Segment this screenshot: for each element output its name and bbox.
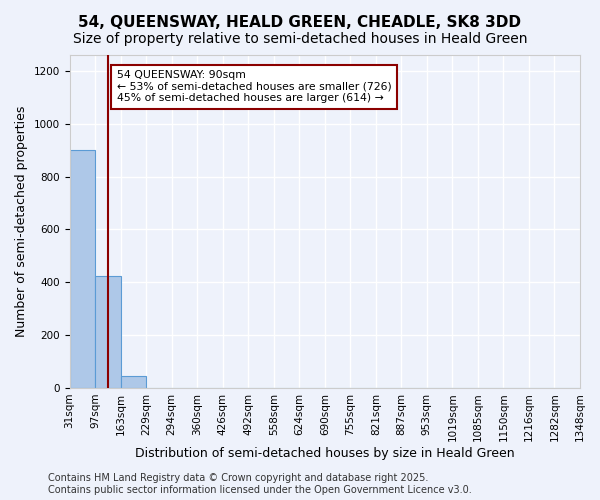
Bar [121, 376, 146, 388]
Bar [95, 276, 121, 388]
Y-axis label: Number of semi-detached properties: Number of semi-detached properties [15, 106, 28, 337]
Text: Size of property relative to semi-detached houses in Heald Green: Size of property relative to semi-detach… [73, 32, 527, 46]
Text: 54 QUEENSWAY: 90sqm
← 53% of semi-detached houses are smaller (726)
45% of semi-: 54 QUEENSWAY: 90sqm ← 53% of semi-detach… [117, 70, 391, 103]
Text: Contains HM Land Registry data © Crown copyright and database right 2025.
Contai: Contains HM Land Registry data © Crown c… [48, 474, 472, 495]
X-axis label: Distribution of semi-detached houses by size in Heald Green: Distribution of semi-detached houses by … [135, 447, 515, 460]
Bar [70, 150, 95, 388]
Text: 54, QUEENSWAY, HEALD GREEN, CHEADLE, SK8 3DD: 54, QUEENSWAY, HEALD GREEN, CHEADLE, SK8… [79, 15, 521, 30]
